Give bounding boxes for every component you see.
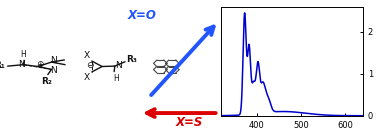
Text: ⊕: ⊕	[36, 60, 43, 69]
Text: ⊖: ⊖	[86, 61, 93, 70]
Text: H: H	[113, 74, 119, 83]
Text: X: X	[84, 51, 90, 60]
Text: X=O: X=O	[127, 9, 156, 22]
Text: N: N	[50, 56, 57, 65]
Text: R₁: R₁	[0, 61, 5, 70]
Text: N: N	[50, 66, 57, 75]
Text: X=S: X=S	[175, 116, 203, 129]
Text: R₂: R₂	[41, 77, 52, 86]
Text: X: X	[84, 73, 90, 82]
Text: H: H	[20, 50, 26, 59]
Text: N: N	[19, 59, 25, 68]
Text: R₃: R₃	[126, 55, 137, 64]
Text: N: N	[115, 61, 122, 70]
